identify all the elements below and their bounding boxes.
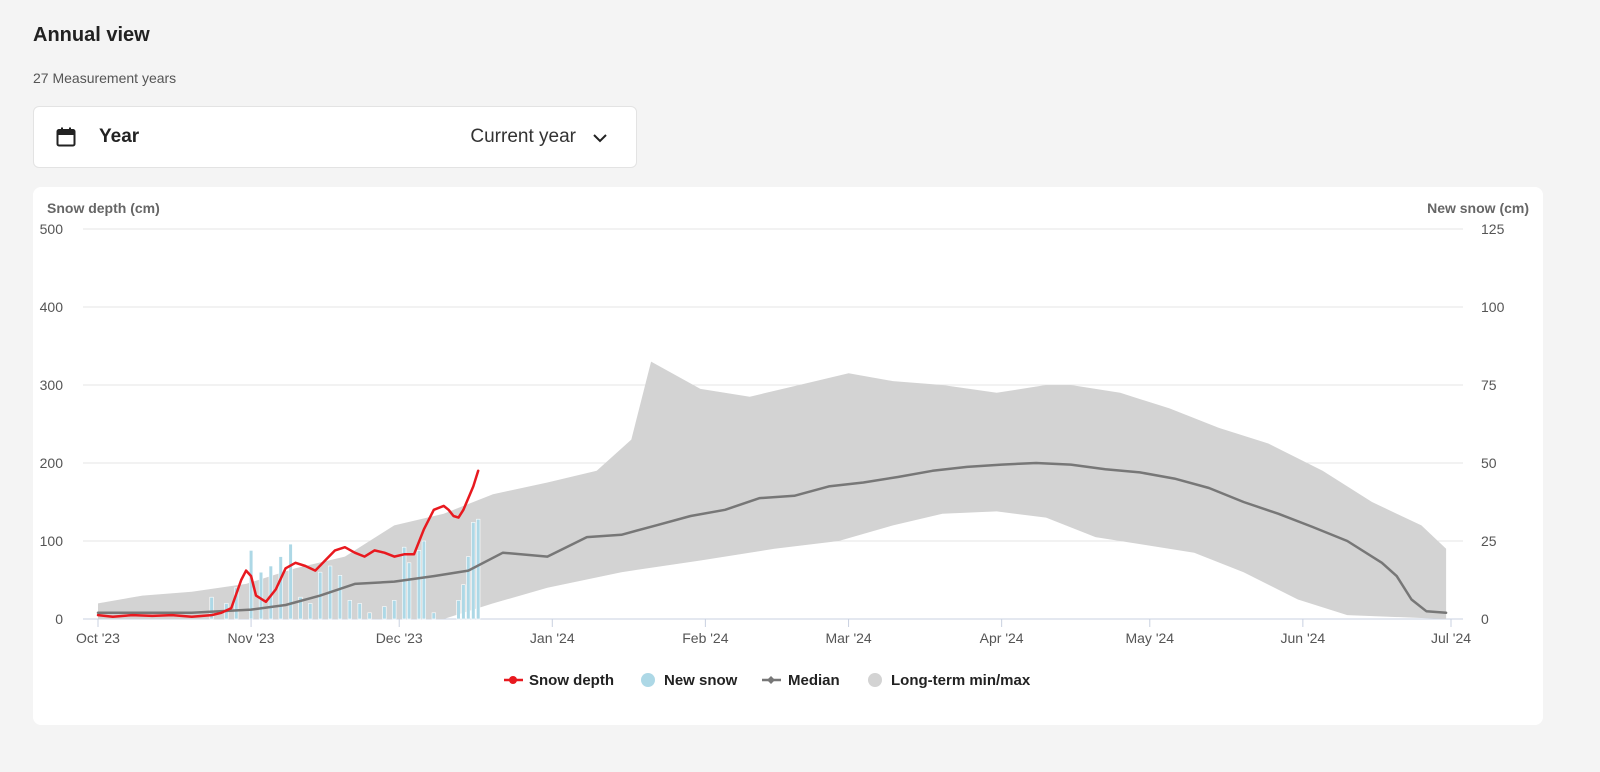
year-label: Year	[99, 126, 140, 147]
x-tick-label: Mar '24	[825, 630, 871, 646]
new-snow-bar	[406, 562, 412, 620]
new-snow-bar	[258, 571, 264, 620]
new-snow-bar	[209, 596, 214, 620]
new-snow-bar	[278, 556, 283, 620]
new-snow-bar	[234, 587, 239, 620]
legend-item-snow-depth[interactable]: Snow depth	[504, 672, 614, 689]
new-snow-bar	[421, 540, 427, 620]
legend-label: New snow	[664, 672, 738, 689]
right-y-tick-label: 75	[1481, 377, 1497, 393]
right-y-tick-label: 125	[1481, 221, 1505, 237]
median-line	[96, 461, 1448, 615]
snow-depth-line	[96, 469, 480, 618]
new-snow-bar	[402, 546, 407, 620]
legend-item-new-snow[interactable]: New snow	[641, 672, 738, 689]
x-tick-label: Feb '24	[682, 630, 728, 646]
right-y-tick-label: 0	[1481, 611, 1489, 627]
right-y-tick-label: 50	[1481, 455, 1497, 471]
legend-label: Snow depth	[529, 672, 614, 689]
new-snow-bar	[392, 599, 397, 620]
x-tick-label: Oct '23	[76, 630, 120, 646]
x-tick-label: Nov '23	[228, 630, 275, 646]
x-tick-label: Dec '23	[376, 630, 423, 646]
new-snow-bar	[308, 603, 313, 620]
x-tick-label: Jan '24	[530, 630, 575, 646]
left-axis-title: Snow depth (cm)	[47, 200, 160, 216]
right-y-tick-label: 25	[1481, 533, 1497, 549]
new-snow-bar	[416, 550, 422, 620]
new-snow-bar	[337, 574, 343, 620]
x-tick-label: May '24	[1125, 630, 1174, 646]
chart-legend: Snow depth New snow Median Long-term min…	[504, 672, 1031, 689]
page-title: Annual view	[33, 24, 150, 46]
year-selector[interactable]: Year Current year	[33, 106, 637, 168]
snow-chart: 0 100 200 300 400 500 0 25 50 75 100 125 Oct '23 Nov …	[40, 200, 1529, 689]
new-snow-bar	[466, 556, 471, 620]
new-snow-bar	[461, 584, 466, 620]
legend-item-median[interactable]: Median	[762, 672, 840, 689]
x-tick-label: Apr '24	[980, 630, 1024, 646]
new-snow-bar	[347, 599, 352, 620]
new-snow-bar	[431, 612, 436, 620]
left-y-tick-label: 100	[40, 533, 64, 549]
left-y-tick-label: 0	[55, 611, 63, 627]
snow-chart-card: 0 100 200 300 400 500 0 25 50 75 100 125 Oct '23 Nov …	[33, 187, 1543, 725]
left-y-tick-label: 300	[40, 377, 64, 393]
right-y-tick-label: 100	[1481, 299, 1505, 315]
left-y-tick-label: 400	[40, 299, 64, 315]
new-snow-bar	[456, 599, 461, 620]
x-tick-label: Jul '24	[1431, 630, 1471, 646]
x-tick-label: Jun '24	[1281, 630, 1326, 646]
left-y-tick-label: 500	[40, 221, 64, 237]
new-snow-bar	[357, 603, 362, 620]
left-y-tick-label: 200	[40, 455, 64, 471]
legend-item-min-max[interactable]: Long-term min/max	[868, 672, 1031, 689]
new-snow-bar	[382, 606, 387, 620]
new-snow-bar	[367, 612, 372, 620]
min-max-range-band	[98, 361, 1447, 619]
legend-label: Median	[788, 672, 840, 689]
measurement-years-subtitle: 27 Measurement years	[33, 70, 177, 86]
chevron-down-icon[interactable]	[592, 130, 608, 151]
calendar-icon	[56, 127, 76, 152]
right-axis-title: New snow (cm)	[1427, 200, 1529, 216]
new-snow-bar	[476, 518, 481, 620]
legend-label: Long-term min/max	[891, 672, 1031, 689]
new-snow-bar	[471, 521, 476, 620]
new-snow-bar	[298, 596, 303, 620]
new-snow-bar	[288, 543, 293, 620]
year-dropdown-value[interactable]: Current year	[470, 126, 576, 147]
